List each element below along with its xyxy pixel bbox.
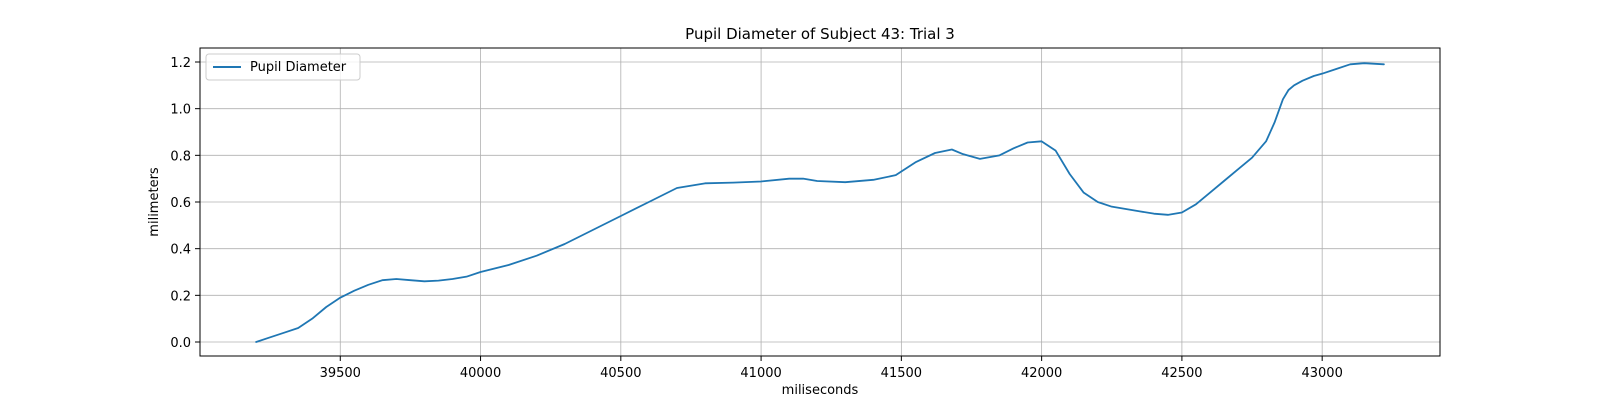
x-tick-label: 42500 (1161, 366, 1202, 381)
legend-label: Pupil Diameter (250, 60, 347, 75)
y-tick-label: 0.2 (170, 289, 191, 304)
x-axis-label: miliseconds (782, 383, 859, 398)
y-tick-label: 0.8 (170, 149, 191, 164)
x-tick-label: 42000 (1021, 366, 1062, 381)
y-tick-label: 1.2 (170, 56, 191, 71)
y-tick-label: 0.0 (170, 336, 191, 351)
y-axis-label: milimeters (147, 167, 162, 237)
y-tick-label: 0.6 (170, 196, 191, 211)
series-layer (255, 62, 1385, 343)
y-tick-layer: 0.0 0.2 0.4 0.6 0.8 1.0 1.2 (170, 56, 200, 351)
x-tick-label: 40000 (460, 366, 501, 381)
x-tick-label: 41500 (881, 366, 922, 381)
x-tick-label: 43000 (1301, 366, 1342, 381)
x-tick-label: 41000 (740, 366, 781, 381)
legend-box (205, 53, 361, 81)
x-tick-label: 40500 (600, 366, 641, 381)
grid-layer (200, 48, 1440, 356)
x-tick-layer: 39500 40000 40500 41000 41500 42000 42500 43000 (320, 356, 1343, 381)
chart-title: Pupil Diameter of Subject 43: Trial 3 (685, 25, 955, 43)
x-tick-label: 39500 (320, 366, 361, 381)
y-tick-label: 1.0 (170, 103, 191, 118)
legend: Pupil Diameter (205, 53, 361, 81)
series-line-0 (255, 62, 1385, 343)
y-tick-label: 0.4 (170, 243, 191, 258)
